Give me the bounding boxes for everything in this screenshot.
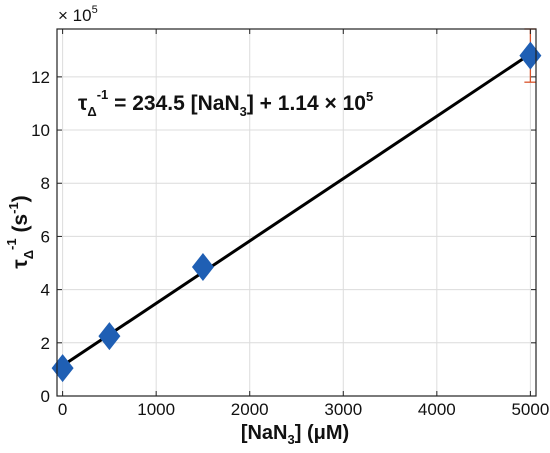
- data-point-diamond: [519, 41, 542, 70]
- y-tick-label: 12: [31, 68, 50, 87]
- y-multiplier: × 105: [58, 4, 98, 25]
- y-tick-label: 4: [41, 281, 50, 300]
- x-tick-label: 1000: [137, 400, 175, 419]
- data-point-diamond: [191, 253, 214, 282]
- x-axis-label: [NaN3] (μM): [241, 422, 349, 447]
- x-tick-label: 2000: [231, 400, 269, 419]
- x-tick-label: 5000: [511, 400, 549, 419]
- x-tick-label: 3000: [324, 400, 362, 419]
- data-point-diamond: [51, 354, 74, 383]
- y-tick-label: 2: [41, 334, 50, 353]
- y-axis-label: τΔ-1 (s-1): [4, 195, 36, 268]
- fit-line: [58, 52, 532, 370]
- y-tick-label: 6: [41, 227, 50, 246]
- y-tick-labels: 0 2 4 6 8 10 12: [31, 68, 50, 406]
- grid-lines: [57, 29, 536, 397]
- y-tick-label: 8: [41, 174, 50, 193]
- y-tick-label: 0: [41, 387, 50, 406]
- y-tick-label: 10: [31, 121, 50, 140]
- data-point-diamond: [98, 322, 121, 351]
- axes-frame: [56, 28, 537, 397]
- fit-line-group: [58, 52, 532, 370]
- equation-annotation: τΔ-1 = 234.5 [NaN3] + 1.14 × 105: [78, 87, 373, 119]
- x-tick-label: 0: [58, 400, 67, 419]
- tick-marks: [57, 29, 536, 397]
- x-tick-labels: 0 1000 2000 3000 4000 5000: [58, 400, 549, 419]
- x-tick-label: 4000: [418, 400, 456, 419]
